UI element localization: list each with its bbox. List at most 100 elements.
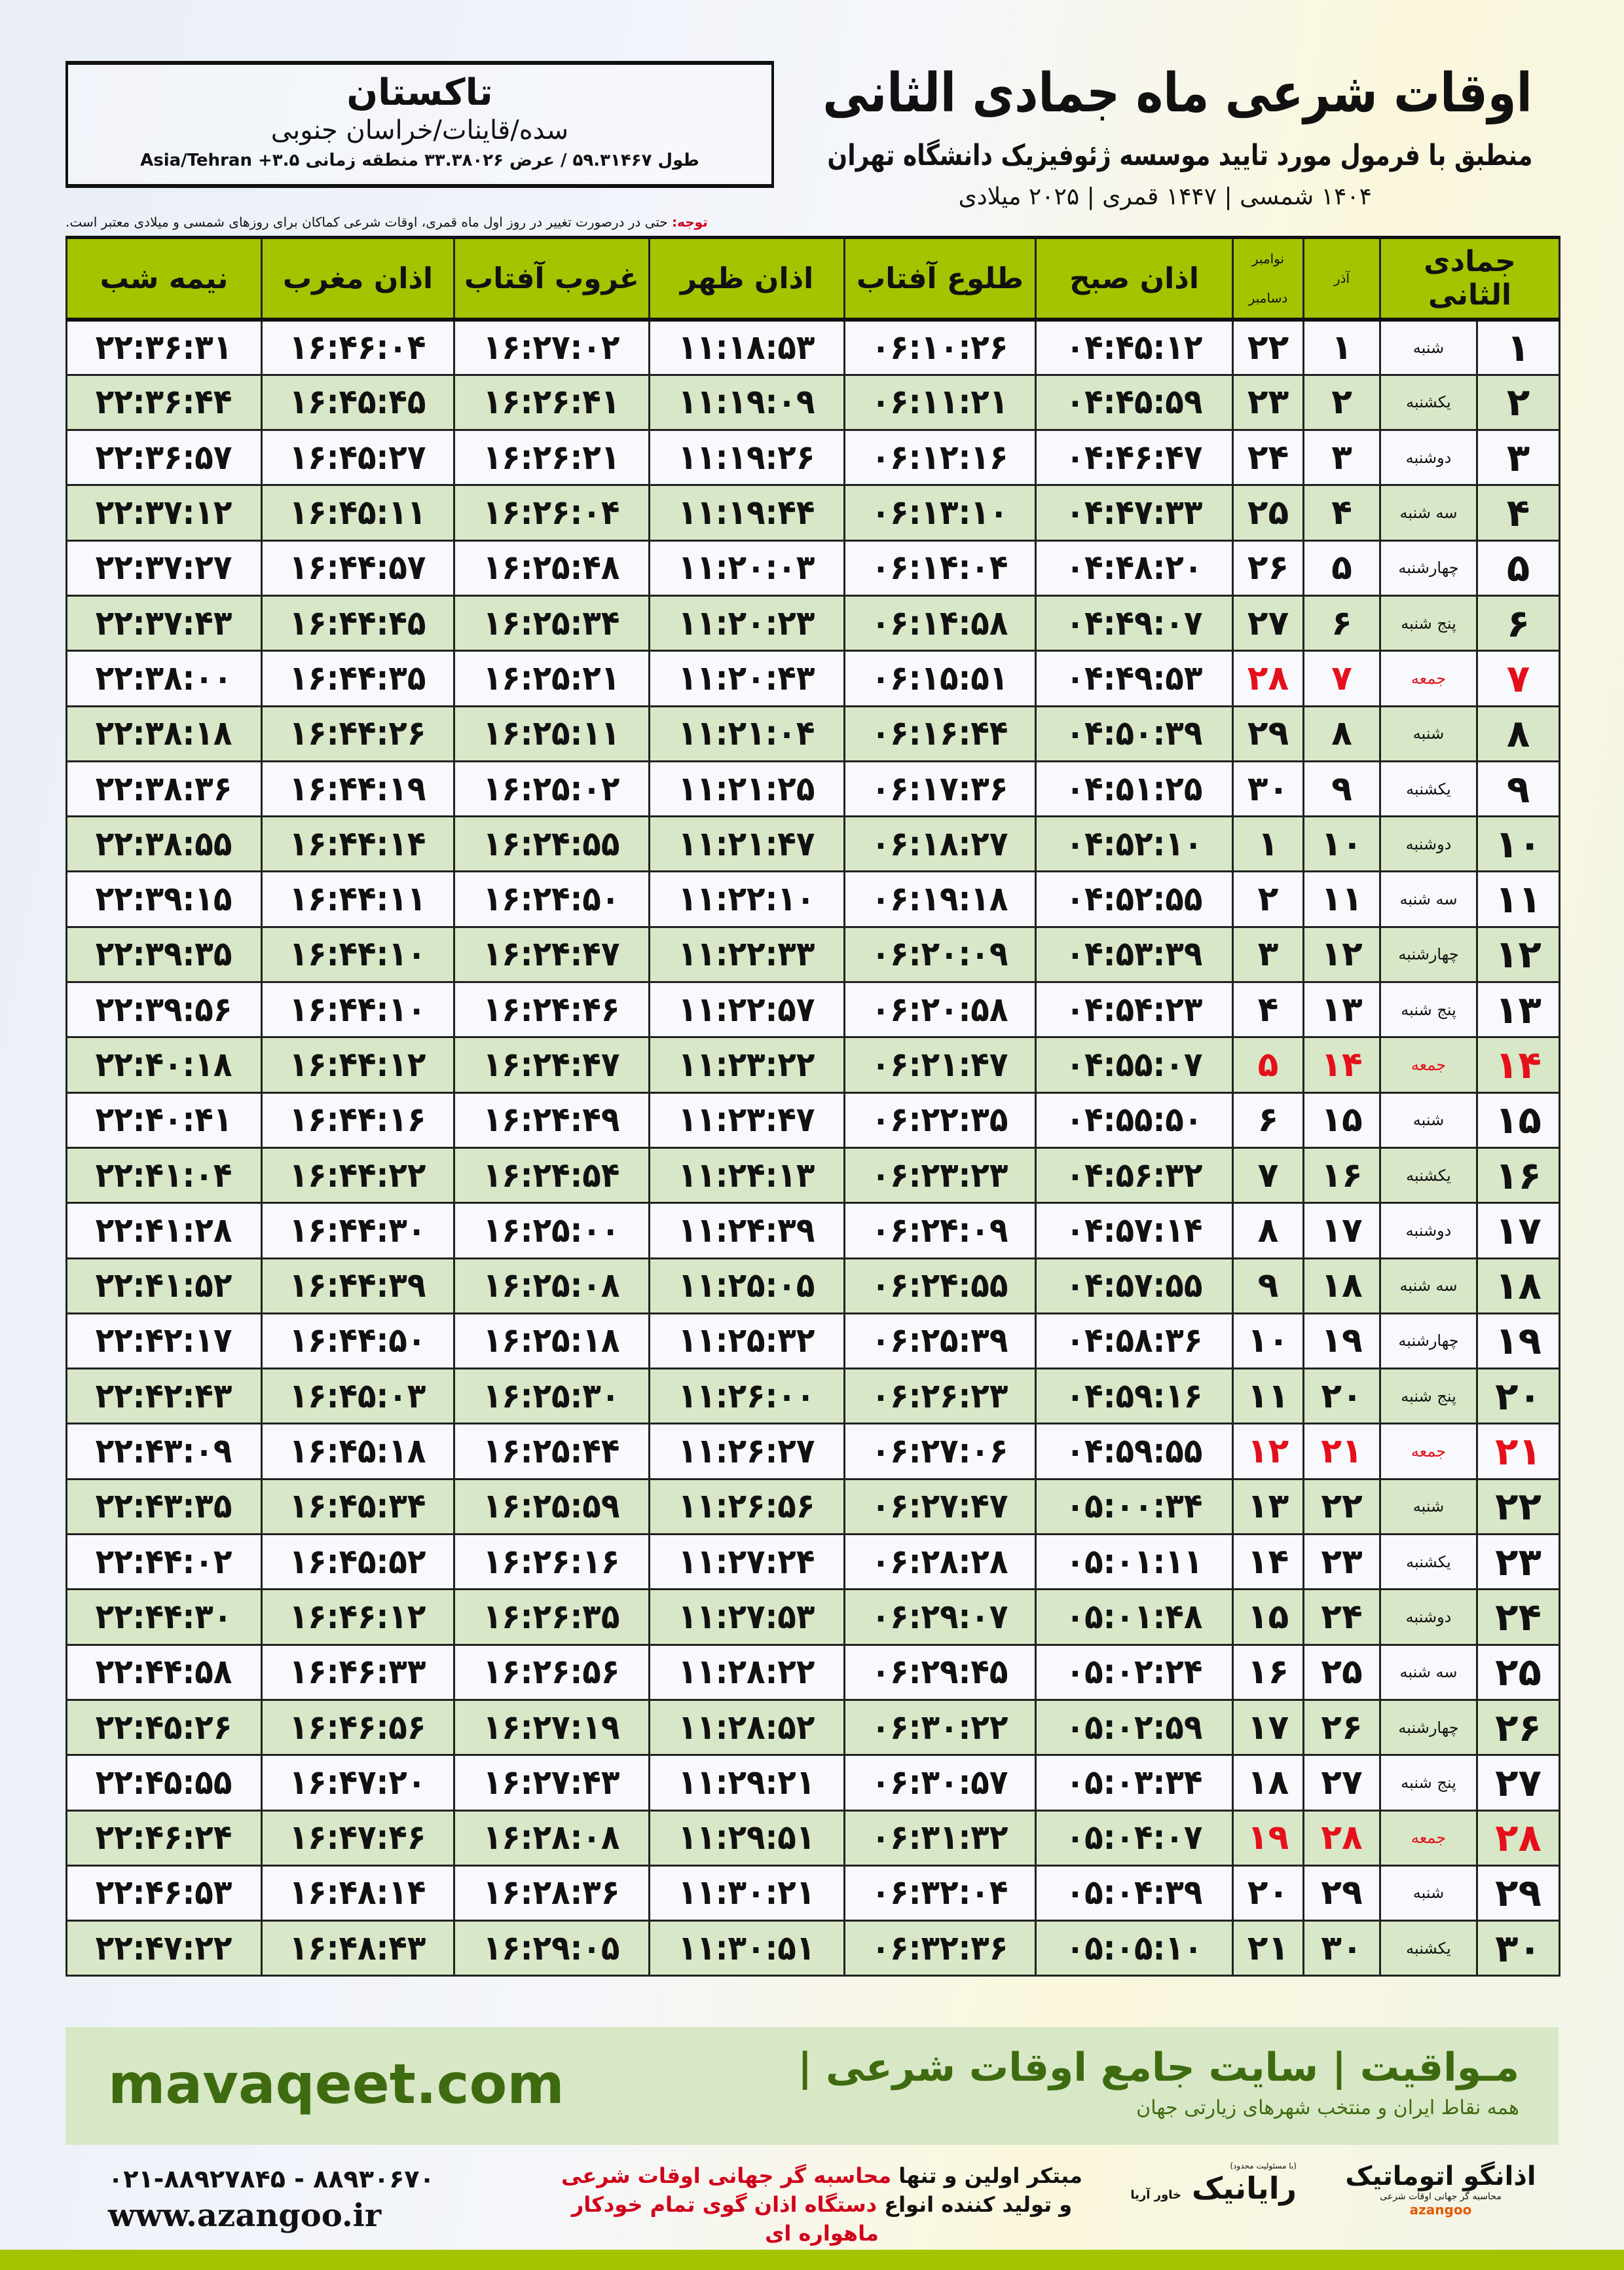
- azar-day-cell: ۱۱: [1302, 870, 1381, 928]
- brand-name: مـواقیت: [1359, 2045, 1519, 2091]
- table-row: ۵ چهارشنبه ۵ ۲۶ ۰۴:۴۸:۲۰ ۰۶:۱۴:۰۴ ۱۱:۲۰:۰۳ ۱۶:۲…: [65, 539, 1561, 597]
- fajr-time-cell: ۰۴:۵۷:۱۴: [1035, 1202, 1234, 1259]
- midnight-time-cell: ۲۲:۴۲:۱۷: [65, 1312, 263, 1370]
- gregorian-day-cell: ۱۶: [1232, 1643, 1304, 1701]
- fajr-time: ۰۴:۴۵:۵۹: [1065, 382, 1203, 422]
- sunrise-time-cell: ۰۶:۲۷:۴۷: [843, 1478, 1037, 1536]
- azar-day-cell: ۲۶: [1302, 1698, 1381, 1757]
- hijri-day-cell: ۲۸: [1476, 1809, 1561, 1867]
- table-row: ۷ جمعه ۷ ۲۸ ۰۴:۴۹:۵۳ ۰۶:۱۵:۵۱ ۱۱:۲۰:۴۳ ۱۶:۲۵:۲۱…: [65, 650, 1561, 707]
- rayanik-logo: (با مسئولیت محدود) رایانیک خاور آریا: [1113, 2161, 1297, 2206]
- gregorian-day: ۱۷: [1247, 1707, 1289, 1747]
- midnight-time: ۲۲:۴۰:۴۱: [96, 1100, 232, 1140]
- dhuhr-time-cell: ۱۱:۲۸:۲۲: [648, 1643, 845, 1701]
- fajr-time-cell: ۰۴:۵۱:۲۵: [1035, 760, 1234, 818]
- fajr-time-cell: ۰۵:۰۵:۱۰: [1035, 1920, 1234, 1977]
- midnight-time: ۲۲:۳۶:۳۱: [96, 327, 232, 367]
- dhuhr-time: ۱۱:۱۹:۲۶: [678, 437, 815, 477]
- weekday-cell: جمعه: [1378, 1423, 1479, 1480]
- hijri-day: ۱۵: [1495, 1098, 1541, 1143]
- weekday: دوشنبه: [1405, 448, 1452, 467]
- fajr-time: ۰۴:۴۵:۱۲: [1065, 327, 1203, 367]
- weekday: دوشنبه: [1405, 1607, 1452, 1626]
- hijri-day-cell: ۱: [1476, 318, 1561, 376]
- dhuhr-time: ۱۱:۲۱:۰۴: [678, 714, 815, 754]
- gregorian-day-cell: ۲۴: [1232, 429, 1304, 487]
- sunset-time-cell: ۱۶:۲۶:۱۶: [453, 1533, 650, 1591]
- gregorian-day: ۲۶: [1247, 548, 1289, 588]
- sunset-time-cell: ۱۶:۲۵:۱۱: [453, 705, 650, 762]
- sunset-time-cell: ۱۶:۲۵:۰۲: [453, 760, 650, 818]
- hijri-day: ۲۶: [1495, 1705, 1541, 1750]
- tagline-sub: همه نقاط ایران و منتخب شهرهای زیارتی جها…: [1136, 2096, 1519, 2119]
- sunrise-time-cell: ۰۶:۲۶:۲۳: [843, 1368, 1037, 1425]
- weekday-cell: پنج شنبه: [1378, 594, 1479, 652]
- maghrib-time: ۱۶:۴۴:۱۶: [289, 1100, 426, 1140]
- gregorian-day: ۷: [1257, 1155, 1279, 1195]
- sunrise-time-cell: ۰۶:۲۰:۵۸: [843, 981, 1037, 1039]
- azar-day: ۹: [1331, 769, 1352, 809]
- hijri-day: ۱۸: [1495, 1263, 1541, 1309]
- sunrise-time-cell: ۰۶:۳۲:۳۶: [843, 1920, 1037, 1977]
- sunset-time-cell: ۱۶:۲۵:۲۱: [453, 650, 650, 707]
- midnight-time: ۲۲:۳۸:۱۸: [96, 714, 232, 754]
- azar-day: ۲۸: [1321, 1818, 1363, 1858]
- azar-day: ۲۶: [1321, 1707, 1363, 1747]
- weekday: پنج شنبه: [1401, 614, 1456, 633]
- midnight-time-cell: ۲۲:۴۱:۰۴: [65, 1146, 263, 1204]
- azangoo-website[interactable]: www.azangoo.ir: [108, 2197, 382, 2234]
- sunrise-time: ۰۶:۳۰:۲۲: [872, 1707, 1008, 1747]
- sunset-time-cell: ۱۶:۲۵:۰۰: [453, 1202, 650, 1259]
- midnight-time: ۲۲:۴۵:۲۶: [96, 1707, 232, 1747]
- midnight-time-cell: ۲۲:۳۶:۵۷: [65, 429, 263, 487]
- sunset-time-cell: ۱۶:۲۹:۰۵: [453, 1920, 650, 1977]
- midnight-time-cell: ۲۲:۴۱:۵۲: [65, 1257, 263, 1314]
- hijri-day: ۱۷: [1495, 1208, 1541, 1253]
- sunset-time: ۱۶:۲۵:۳۰: [483, 1376, 620, 1416]
- maghrib-time: ۱۶:۴۵:۱۱: [289, 493, 426, 533]
- weekday: یکشنبه: [1406, 1166, 1451, 1185]
- gregorian-day: ۶: [1257, 1100, 1279, 1140]
- dhuhr-time-cell: ۱۱:۲۷:۲۴: [648, 1533, 845, 1591]
- dhuhr-time: ۱۱:۲۶:۵۶: [678, 1487, 815, 1527]
- midnight-time-cell: ۲۲:۴۴:۰۲: [65, 1533, 263, 1591]
- midnight-time: ۲۲:۴۳:۰۹: [96, 1432, 232, 1472]
- maghrib-time: ۱۶:۴۷:۴۶: [289, 1818, 426, 1858]
- sunrise-time: ۰۶:۱۲:۱۶: [872, 437, 1008, 477]
- header-hijri: جمادی الثانی: [1378, 236, 1561, 322]
- weekday: یکشنبه: [1406, 1552, 1451, 1571]
- sunset-time-cell: ۱۶:۲۶:۰۴: [453, 484, 650, 542]
- azar-day-cell: ۳۰: [1302, 1920, 1381, 1977]
- dhuhr-time: ۱۱:۲۲:۳۳: [678, 935, 815, 975]
- hijri-day-cell: ۳۰: [1476, 1920, 1561, 1977]
- sunset-time-cell: ۱۶:۲۷:۴۳: [453, 1754, 650, 1812]
- azar-day: ۳: [1331, 437, 1352, 477]
- maghrib-time-cell: ۱۶:۴۴:۲۶: [261, 705, 455, 762]
- table-row: ۲ یکشنبه ۲ ۲۳ ۰۴:۴۵:۵۹ ۰۶:۱۱:۲۱ ۱۱:۱۹:۰۹ ۱۶:۲۶:…: [65, 373, 1561, 432]
- sunset-time: ۱۶:۲۶:۵۶: [483, 1652, 620, 1692]
- azar-day: ۲: [1331, 382, 1352, 422]
- hijri-day-cell: ۳: [1476, 429, 1561, 487]
- hijri-day-cell: ۱۷: [1476, 1202, 1561, 1259]
- table-row: ۱ شنبه ۱ ۲۲ ۰۴:۴۵:۱۲ ۰۶:۱۰:۲۶ ۱۱:۱۸:۵۳ ۱۶:۲۷:۰۲…: [65, 318, 1561, 376]
- sunrise-time-cell: ۰۶:۱۹:۱۸: [843, 870, 1037, 928]
- sunset-time: ۱۶:۲۵:۱۸: [483, 1321, 620, 1361]
- site-link[interactable]: mavaqeet.com: [108, 2052, 564, 2116]
- sunrise-time-cell: ۰۶:۱۴:۰۴: [843, 539, 1037, 597]
- sunrise-time-cell: ۰۶:۲۷:۰۶: [843, 1423, 1037, 1480]
- maghrib-time-cell: ۱۶:۴۸:۴۳: [261, 1920, 455, 1977]
- sunset-time-cell: ۱۶:۲۶:۳۵: [453, 1588, 650, 1646]
- fajr-time-cell: ۰۵:۰۱:۴۸: [1035, 1588, 1234, 1646]
- sunset-time: ۱۶:۲۸:۳۶: [483, 1873, 620, 1913]
- maghrib-time: ۱۶:۴۴:۵۰: [289, 1321, 426, 1361]
- weekday-cell: چهارشنبه: [1378, 1698, 1479, 1757]
- sunrise-time: ۰۶:۲۷:۴۷: [872, 1487, 1008, 1527]
- gregorian-day: ۱۳: [1247, 1487, 1289, 1527]
- hijri-day: ۲: [1506, 380, 1530, 425]
- maghrib-time-cell: ۱۶:۴۴:۳۹: [261, 1257, 455, 1314]
- hijri-day: ۱۲: [1495, 932, 1541, 977]
- page-title: اوقات شرعی ماه جمادی الثانی: [822, 62, 1532, 124]
- maghrib-time-cell: ۱۶:۴۵:۱۱: [261, 484, 455, 542]
- fajr-time-cell: ۰۴:۵۹:۵۵: [1035, 1423, 1234, 1480]
- hijri-day-cell: ۲۹: [1476, 1864, 1561, 1922]
